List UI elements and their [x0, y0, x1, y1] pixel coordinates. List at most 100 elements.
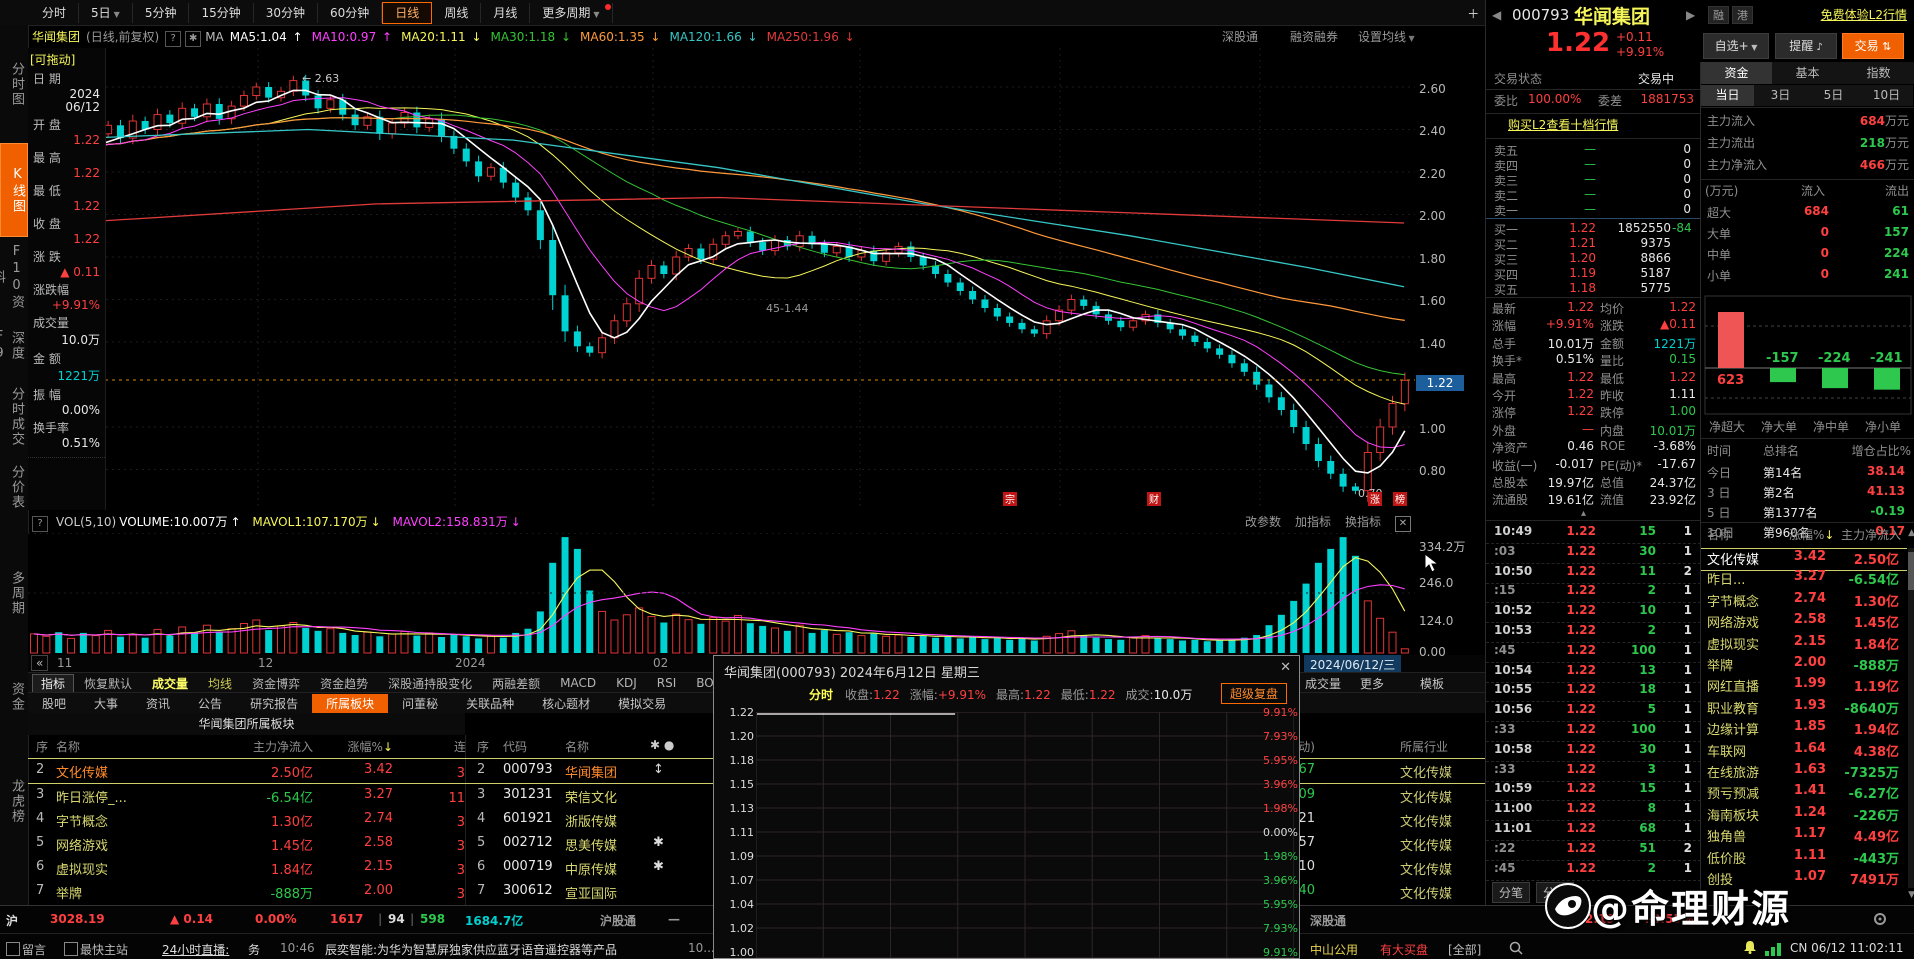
header-button-自选+[interactable]: 自选+ ▼ [1703, 33, 1769, 59]
bell-icon[interactable] [1742, 939, 1758, 955]
timesales-row[interactable]: :45 1.22 100 1 [1486, 643, 1701, 663]
sector-list-row[interactable]: 虚拟现实 2.15 1.84亿 [1701, 634, 1907, 655]
table-row[interactable]: 2 文化传媒 2.50亿 3.42 3天 [28, 758, 465, 784]
table-row[interactable]: 5 网络游戏 1.45亿 2.58 3天 [28, 832, 465, 856]
header-button-提醒[interactable]: 提醒 ♪ [1775, 33, 1837, 59]
period-tab-分时[interactable]: 分时 [30, 2, 80, 23]
sector-list-row[interactable]: 在线旅游 1.63 -7325万 [1701, 762, 1907, 783]
timesales-row[interactable]: 10:52 1.22 10 1 [1486, 603, 1701, 624]
sector-list-row[interactable]: 字节概念 2.74 1.30亿 [1701, 591, 1907, 612]
sidebar-item-分价表[interactable]: 分价表 [9, 464, 24, 510]
timesales-row[interactable]: :45 1.22 2 1 [1486, 861, 1701, 881]
indicator-tab-资金博弈[interactable]: 资金博弈 [252, 676, 301, 691]
sector-list-row[interactable]: 文化传媒 3.42 2.50亿 [1701, 548, 1907, 571]
table-row[interactable]: 6 虚拟现实 1.84亿 2.15 3天 [28, 856, 465, 880]
sector-list-row[interactable]: 海南板块 1.24 -226万 [1701, 805, 1907, 826]
sector-list-row[interactable]: 独角兽 1.17 4.49亿 [1701, 826, 1907, 847]
period-tab-更多周期[interactable]: 更多周期 ▼ [530, 2, 613, 23]
period-tab-15分钟[interactable]: 15分钟 [189, 2, 254, 23]
timesales-row[interactable]: 11:00 1.22 8 1 [1486, 801, 1701, 822]
indicator-tab-模板[interactable]: 模板 [1420, 676, 1445, 691]
content-tab-关联品种[interactable]: 关联品种 [466, 696, 515, 711]
indicator-tab-成交量[interactable]: 成交量 [1305, 676, 1342, 691]
sector-list-row[interactable]: 举牌 2.00 -888万 [1701, 655, 1907, 676]
timesales-row[interactable]: :15 1.22 2 1 [1486, 583, 1701, 604]
panel-tab-分笔[interactable]: 分笔 [1492, 882, 1531, 903]
table-row[interactable]: 4 字节概念 1.30亿 2.74 3天 [28, 808, 465, 832]
sector-list-row[interactable]: 车联网 1.64 4.38亿 [1701, 741, 1907, 762]
scrollbar-thumb[interactable] [1908, 552, 1914, 590]
timesales-row[interactable]: 10:59 1.22 15 1 [1486, 781, 1701, 802]
content-tab-模拟交易[interactable]: 模拟交易 [618, 696, 667, 711]
timesales-row[interactable]: :22 1.22 51 2 [1486, 841, 1701, 861]
indicator-tab-两融差额[interactable]: 两融差额 [492, 676, 541, 691]
buy-l2-link[interactable]: 购买L2查看十档行情 [1508, 118, 1619, 132]
indicator-link-换指标[interactable]: 换指标 [1344, 515, 1381, 529]
indicator-link-加指标[interactable]: 加指标 [1294, 515, 1331, 529]
chart-link-设置均线[interactable]: 设置均线 ▼ [1358, 30, 1415, 44]
chart-link-融资融券[interactable]: 融资融券 [1290, 30, 1339, 44]
timesales-row[interactable]: :33 1.22 3 1 [1486, 762, 1701, 782]
gear-icon[interactable]: ✱ [185, 31, 202, 47]
sector-list-row[interactable]: 职业教育 1.93 -8640万 [1701, 698, 1907, 719]
help-icon[interactable]: ? [165, 31, 182, 47]
sidebar-item-资金[interactable]: 资金 [9, 682, 24, 712]
indicator-tab-均线[interactable]: 均线 [208, 676, 233, 691]
gear-icon[interactable] [1872, 911, 1888, 927]
money-tab-资金[interactable]: 资金 [1701, 62, 1773, 84]
collapse-handle[interactable]: ▴ [1581, 508, 1587, 519]
volume-chart[interactable] [28, 533, 1415, 655]
timesales-row[interactable]: 10:55 1.22 18 1 [1486, 682, 1701, 703]
sidebar-item-分时图[interactable]: 分时图 [9, 61, 24, 107]
content-tab-资讯[interactable]: 资讯 [146, 696, 171, 711]
minute-chart-popup[interactable]: 华闻集团(000793) 2024年6月12日 星期三 ✕ 分时 收盘:1.22 涨… [713, 655, 1300, 959]
sector-list-row[interactable]: 低价股 1.11 -443万 [1701, 848, 1907, 869]
status-token[interactable]: 最快主站 [80, 943, 129, 957]
indicator-tab-指标[interactable]: 指标 [32, 673, 75, 693]
scrollbar-track[interactable] [1908, 548, 1914, 888]
sector-list-row[interactable]: 网络游戏 2.58 1.45亿 [1701, 612, 1907, 633]
sector-list-row[interactable]: 创投 1.07 7491万 [1701, 869, 1907, 890]
timesales-row[interactable]: :03 1.22 30 1 [1486, 544, 1701, 564]
period-tab-日线[interactable]: 日线 [382, 1, 433, 24]
money-tab-基本[interactable]: 基本 [1772, 62, 1844, 84]
money-subtab-5日[interactable]: 5日 [1807, 85, 1861, 106]
search-icon[interactable] [1508, 940, 1524, 956]
content-tab-研究报告[interactable]: 研究报告 [250, 696, 299, 711]
prev-stock-icon[interactable]: ◀ [1492, 8, 1502, 22]
money-tab-指数[interactable]: 指数 [1843, 62, 1914, 84]
super-replay-button[interactable]: 超级复盘 [1220, 683, 1287, 704]
indicator-tab-深股通持股变化[interactable]: 深股通持股变化 [388, 676, 473, 691]
l2-trial-link[interactable]: 免费体验L2行情 [1820, 8, 1907, 22]
drag-handle-label[interactable]: [可拖动] [30, 53, 76, 67]
timesales-row[interactable]: 10:54 1.22 13 1 [1486, 663, 1701, 683]
period-tab-周线[interactable]: 周线 [432, 2, 482, 23]
chart-link-深股通[interactable]: 深股通 [1222, 30, 1259, 44]
indicator-tab-MACD[interactable]: MACD [560, 676, 597, 690]
timesales-row[interactable]: :33 1.22 100 1 [1486, 722, 1701, 742]
indicator-tab-成交量[interactable]: 成交量 [152, 676, 189, 691]
sidebar-item-分时成交[interactable]: 分时成交 [9, 387, 24, 447]
header-button-交易[interactable]: 交易 ⇅ [1842, 33, 1904, 59]
content-tab-股吧[interactable]: 股吧 [42, 696, 67, 711]
content-tab-所属板块[interactable]: 所属板块 [312, 693, 389, 713]
indicator-tab-资金趋势[interactable]: 资金趋势 [320, 676, 369, 691]
timesales-row[interactable]: 10:58 1.22 30 1 [1486, 742, 1701, 762]
scroll-up-icon[interactable]: ▲ [1908, 528, 1914, 538]
sidebar-item-F10资料[interactable]: F10资料 [0, 244, 24, 310]
period-tab-30分钟[interactable]: 30分钟 [254, 2, 319, 23]
indicator-tab-更多[interactable]: 更多 [1360, 676, 1385, 691]
sector-list-row[interactable]: 边缘计算 1.85 1.94亿 [1701, 719, 1907, 740]
sidebar-item-深度F9[interactable]: 深度F9 [0, 329, 24, 363]
indicator-tab-KDJ[interactable]: KDJ [616, 676, 637, 690]
content-tab-大事[interactable]: 大事 [94, 696, 119, 711]
timesales-row[interactable]: 10:50 1.22 11 2 [1486, 564, 1701, 584]
table-row[interactable]: 7 举牌 -888万 2.00 3天 [28, 880, 465, 904]
sector-list-row[interactable]: 昨日... 3.27 -6.54亿 [1701, 569, 1907, 590]
money-subtab-10日[interactable]: 10日 [1860, 85, 1914, 106]
sector-list-row[interactable]: 网红直播 1.99 1.19亿 [1701, 676, 1907, 697]
sidebar-item-多周期[interactable]: 多周期 [9, 570, 24, 616]
content-tab-公告[interactable]: 公告 [198, 696, 223, 711]
timesales-row[interactable]: 10:53 1.22 2 1 [1486, 623, 1701, 643]
